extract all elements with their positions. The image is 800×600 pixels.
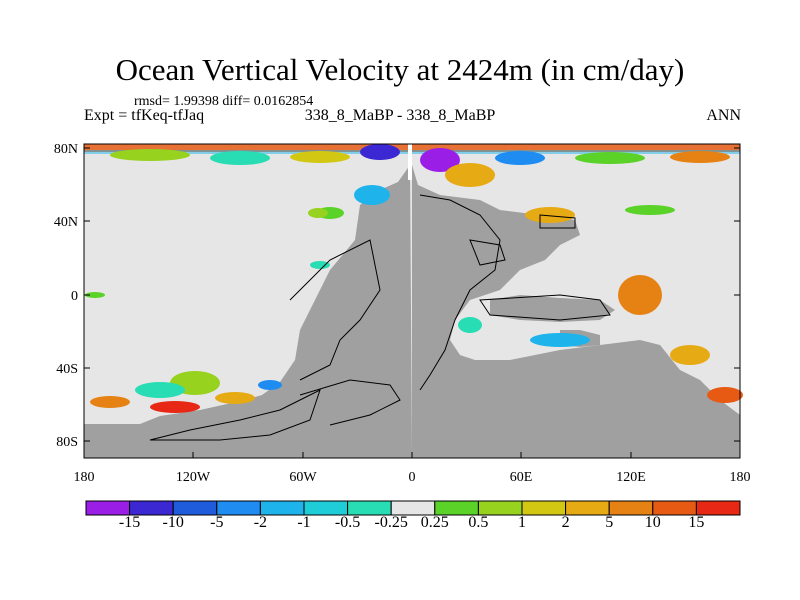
- map-title: Ocean Vertical Velocity at 2424m (in cm/…: [115, 52, 685, 87]
- lat-tick-label: 0: [71, 289, 78, 304]
- lon-tick-label: 60E: [510, 470, 533, 485]
- lat-tick-label: 40N: [54, 215, 78, 230]
- colorbar-label: 15: [688, 514, 705, 531]
- colorbar-box: [434, 500, 479, 516]
- landmass-asia-east: [500, 210, 580, 270]
- colorbar-box: [477, 500, 523, 516]
- lat-axis: 80N 40N 0 40S 80S: [54, 142, 740, 450]
- colorbar-label: -0.5: [334, 514, 361, 531]
- landmass-eurasia-africa: [412, 165, 740, 458]
- colorbar-label: 1: [518, 514, 526, 531]
- lon-tick-label: 180: [74, 470, 95, 485]
- colorbar-label: 5: [605, 514, 614, 531]
- colorbar-box: [172, 500, 218, 516]
- lon-tick-label: 0: [409, 470, 416, 485]
- colorbar-label: -15: [118, 514, 141, 531]
- colorbar-box: [85, 500, 131, 516]
- colorbar-box: [652, 500, 697, 516]
- colorbar: [85, 500, 741, 516]
- colorbar-label: 0.5: [468, 514, 489, 531]
- colorbar-box: [347, 500, 392, 516]
- colorbar-label: -2: [253, 514, 268, 531]
- colorbar-box: [608, 500, 654, 516]
- map-panel: [83, 143, 743, 459]
- colorbar-box: [129, 500, 174, 516]
- colorbar-label: 10: [644, 514, 661, 531]
- velocity-patches: [85, 144, 743, 413]
- colorbar-label: -1: [297, 514, 311, 531]
- colorbar-label: -5: [210, 514, 224, 531]
- landmass-maritime: [490, 295, 615, 322]
- colorbar-box: [303, 500, 349, 516]
- coastlines: [149, 194, 611, 441]
- colorbar-label: 2: [561, 514, 570, 531]
- colorbar-label: -10: [162, 514, 184, 531]
- colorbar-box: [695, 500, 741, 516]
- lon-axis: 180 120W 60W 0 60E 120E 180: [74, 452, 751, 485]
- colorbar-box: [565, 500, 610, 516]
- colorbar-box: [521, 500, 567, 516]
- lon-tick-label: 180: [730, 470, 751, 485]
- lon-tick-label: 120W: [176, 470, 211, 485]
- lat-tick-label: 80S: [56, 435, 78, 450]
- lon-tick-label: 120E: [616, 470, 646, 485]
- experiment-label: Expt = tfKeq-tfJaq: [84, 107, 205, 124]
- landmass-americas: [84, 165, 412, 458]
- colorbar-box: [259, 500, 305, 516]
- colorbar-label: -0.25: [374, 514, 408, 531]
- colorbar-box: [216, 500, 261, 516]
- colorbar-label: 0.25: [420, 514, 449, 531]
- meridian-gap: [408, 144, 412, 180]
- lon-tick-label: 60W: [289, 470, 317, 485]
- season-label: ANN: [706, 107, 741, 124]
- stats-label: rmsd= 1.99398 diff= 0.0162854: [134, 94, 314, 109]
- colorbar-box: [390, 500, 436, 516]
- case-label: 338_8_MaBP - 338_8_MaBP: [304, 107, 496, 124]
- lat-tick-label: 80N: [54, 142, 78, 157]
- lat-tick-label: 40S: [56, 362, 78, 377]
